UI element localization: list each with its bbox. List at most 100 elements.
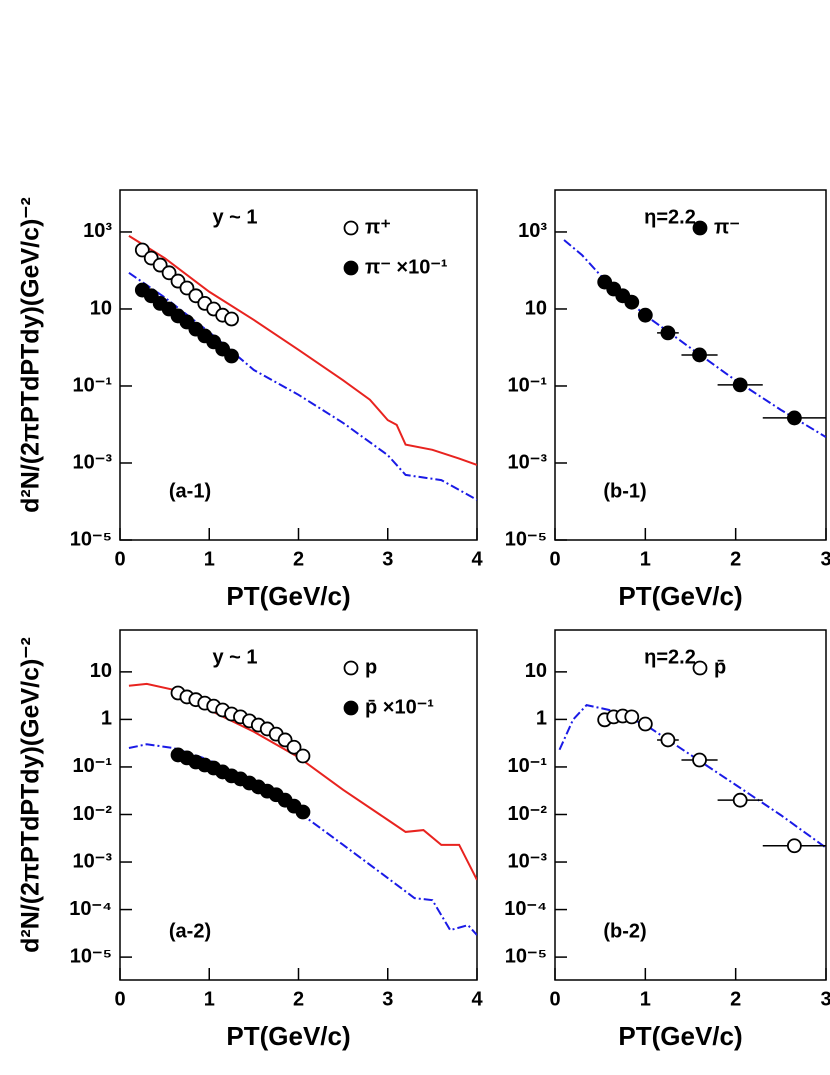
annotation: η=2.2 bbox=[644, 646, 696, 668]
x-axis-label: PT(GeV/c) bbox=[618, 1021, 742, 1051]
y-tick-label: 10⁻³ bbox=[73, 850, 113, 872]
x-tick-label: 3 bbox=[820, 548, 830, 570]
x-tick-label: 4 bbox=[471, 988, 483, 1010]
x-tick-label: 2 bbox=[730, 988, 741, 1010]
data-point bbox=[624, 294, 640, 310]
x-tick-label: 3 bbox=[820, 988, 830, 1010]
data-point bbox=[786, 410, 802, 426]
data-point bbox=[692, 752, 707, 768]
data-point bbox=[286, 739, 302, 755]
panel: 0 1 2 3 10⁻⁵ 10⁻³ 10⁻¹ 10 10³ PT(GeV/c) η=2.2 (b-1)… bbox=[505, 189, 830, 611]
legend-label: π⁻ bbox=[714, 216, 740, 238]
legend-label: p̄ ×10⁻¹ bbox=[365, 696, 434, 718]
legend-marker bbox=[692, 660, 708, 676]
y-tick-label: 10 bbox=[90, 297, 112, 319]
y-tick-label: 10 bbox=[525, 660, 547, 682]
x-axis-label: PT(GeV/c) bbox=[226, 1021, 350, 1051]
y-tick-label: 10⁻² bbox=[73, 803, 113, 825]
x-axis-label: PT(GeV/c) bbox=[226, 581, 350, 611]
model-curve bbox=[563, 239, 826, 438]
data-point bbox=[161, 265, 177, 281]
legend-marker bbox=[343, 700, 359, 716]
x-tick-label: 0 bbox=[549, 548, 560, 570]
annotation: η=2.2 bbox=[644, 206, 696, 228]
y-tick-label: 10⁻⁵ bbox=[505, 945, 547, 967]
plot-frame bbox=[119, 629, 478, 981]
data-point bbox=[660, 732, 676, 748]
data-point bbox=[624, 709, 640, 725]
data-layer bbox=[128, 235, 477, 501]
annotation: (b-1) bbox=[603, 480, 646, 502]
x-tick-label: 1 bbox=[204, 988, 215, 1010]
legend-marker bbox=[343, 660, 359, 676]
annotation: y ~ 1 bbox=[212, 646, 257, 668]
legend-marker bbox=[343, 220, 359, 236]
plot-frame bbox=[119, 189, 478, 541]
annotation: (b-2) bbox=[603, 920, 646, 942]
x-tick-label: 1 bbox=[204, 548, 215, 570]
data-point bbox=[786, 838, 802, 854]
y-axis-label: d²N/(2πPTdPTdy)(GeV/c)⁻² bbox=[17, 637, 45, 953]
y-tick-label: 10⁻⁵ bbox=[70, 528, 112, 550]
panel: 0 1 2 3 4 10⁻⁵ 10⁻⁴ 10⁻³ 10⁻² 10⁻¹ 1 10 PT(GeV/c) d²N… bbox=[17, 629, 483, 1051]
data-layer bbox=[558, 704, 826, 849]
y-tick-label: 10 bbox=[525, 297, 547, 319]
data-point bbox=[134, 242, 150, 258]
y-tick-label: 1 bbox=[536, 708, 547, 730]
panel: 0 1 2 3 4 10⁻⁵ 10⁻³ 10⁻¹ 10 10³ PT(GeV/c) d²N/(2πPT… bbox=[17, 189, 483, 611]
plot-frame bbox=[554, 189, 827, 541]
y-tick-label: 10⁻² bbox=[508, 803, 548, 825]
model-curve bbox=[128, 743, 477, 936]
model-curve bbox=[128, 235, 477, 466]
legend-marker bbox=[343, 260, 359, 276]
x-tick-label: 2 bbox=[293, 988, 304, 1010]
x-tick-label: 0 bbox=[114, 548, 125, 570]
data-point bbox=[660, 325, 676, 341]
x-tick-label: 3 bbox=[382, 548, 393, 570]
y-tick-label: 10³ bbox=[518, 220, 547, 242]
x-tick-label: 4 bbox=[471, 548, 483, 570]
data-point bbox=[295, 804, 311, 820]
data-point bbox=[637, 716, 653, 732]
data-point bbox=[224, 348, 239, 364]
x-tick-label: 1 bbox=[640, 548, 651, 570]
model-curve bbox=[128, 271, 477, 501]
data-point bbox=[692, 347, 707, 363]
legend-label: π⁻ ×10⁻¹ bbox=[365, 256, 448, 278]
x-tick-label: 3 bbox=[382, 988, 393, 1010]
plot-frame bbox=[554, 629, 827, 981]
legend-label: p bbox=[365, 656, 377, 678]
y-tick-label: 10⁻³ bbox=[73, 451, 113, 473]
legend-label: π⁺ bbox=[365, 216, 391, 238]
data-point bbox=[732, 377, 748, 393]
y-tick-label: 10 bbox=[90, 660, 112, 682]
y-tick-label: 10⁻⁵ bbox=[70, 945, 112, 967]
data-point bbox=[224, 311, 239, 327]
y-tick-label: 10⁻⁴ bbox=[69, 898, 112, 920]
y-tick-label: 10⁻³ bbox=[508, 850, 548, 872]
y-tick-label: 10⁻³ bbox=[508, 451, 548, 473]
y-tick-label: 10³ bbox=[83, 220, 112, 242]
y-tick-label: 10⁻⁴ bbox=[504, 898, 547, 920]
annotation: (a-2) bbox=[169, 920, 211, 942]
y-tick-label: 10⁻⁵ bbox=[505, 528, 547, 550]
x-tick-label: 2 bbox=[730, 548, 741, 570]
model-curve bbox=[558, 704, 826, 849]
x-tick-label: 0 bbox=[114, 988, 125, 1010]
annotation: y ~ 1 bbox=[212, 206, 257, 228]
x-tick-label: 1 bbox=[640, 988, 651, 1010]
data-point bbox=[637, 307, 653, 323]
x-axis-label: PT(GeV/c) bbox=[618, 581, 742, 611]
y-tick-label: 10⁻¹ bbox=[508, 755, 548, 777]
y-tick-label: 1 bbox=[101, 708, 112, 730]
data-point bbox=[732, 792, 748, 808]
x-tick-label: 0 bbox=[549, 988, 560, 1010]
panel: 0 1 2 3 10⁻⁵ 10⁻⁴ 10⁻³ 10⁻² 10⁻¹ 1 10 PT(GeV/c) η=2.… bbox=[504, 629, 830, 1051]
legend-marker bbox=[692, 220, 708, 236]
y-tick-label: 10⁻¹ bbox=[73, 755, 113, 777]
y-tick-label: 10⁻¹ bbox=[73, 374, 113, 396]
x-tick-label: 2 bbox=[293, 548, 304, 570]
annotation: (a-1) bbox=[169, 480, 211, 502]
data-point bbox=[295, 748, 311, 764]
